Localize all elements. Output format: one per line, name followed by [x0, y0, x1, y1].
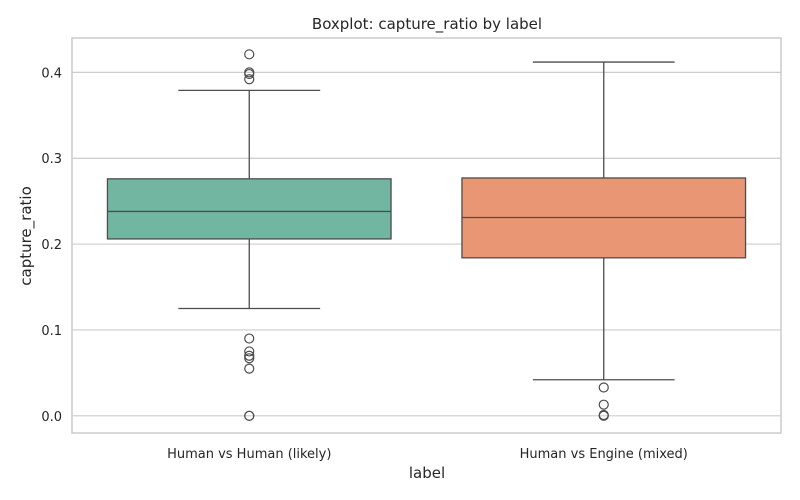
- outlier-point: [244, 350, 255, 361]
- x-tick-label: Human vs Engine (mixed): [520, 447, 688, 462]
- outlier-point: [598, 399, 609, 410]
- outlier-point: [244, 353, 255, 364]
- y-tick-label: 0.1: [41, 324, 62, 339]
- y-tick-label: 0.4: [41, 66, 62, 81]
- outlier-point: [244, 68, 255, 80]
- outlier-point: [244, 410, 255, 421]
- chart-title: Boxplot: capture_ratio by label: [312, 15, 542, 34]
- y-axis-label: capture_ratio: [17, 186, 36, 286]
- y-tick-label: 0.3: [41, 152, 62, 167]
- outlier-point: [244, 74, 255, 85]
- plot-frame: [71, 37, 782, 434]
- tick-labels: 0.0 0.1 0.2 0.3 0.4 Human vs Human (likely) Hu…: [41, 66, 688, 462]
- box-group: [461, 61, 747, 421]
- box-group: [106, 49, 392, 421]
- grid-lines: [72, 71, 781, 417]
- outlier-point: [244, 49, 255, 60]
- x-tick-label: Human vs Human (likely): [167, 447, 331, 462]
- outlier-point: [598, 382, 609, 393]
- outlier-point: [598, 410, 609, 421]
- y-tick-label: 0.2: [41, 238, 62, 253]
- box-iqr: [106, 178, 392, 240]
- y-tick-label: 0.0: [41, 410, 62, 425]
- outlier-point: [244, 346, 255, 357]
- boxes: [106, 49, 747, 421]
- x-axis-label: label: [409, 464, 445, 482]
- outlier-point: [244, 363, 255, 374]
- outlier-point: [244, 333, 255, 344]
